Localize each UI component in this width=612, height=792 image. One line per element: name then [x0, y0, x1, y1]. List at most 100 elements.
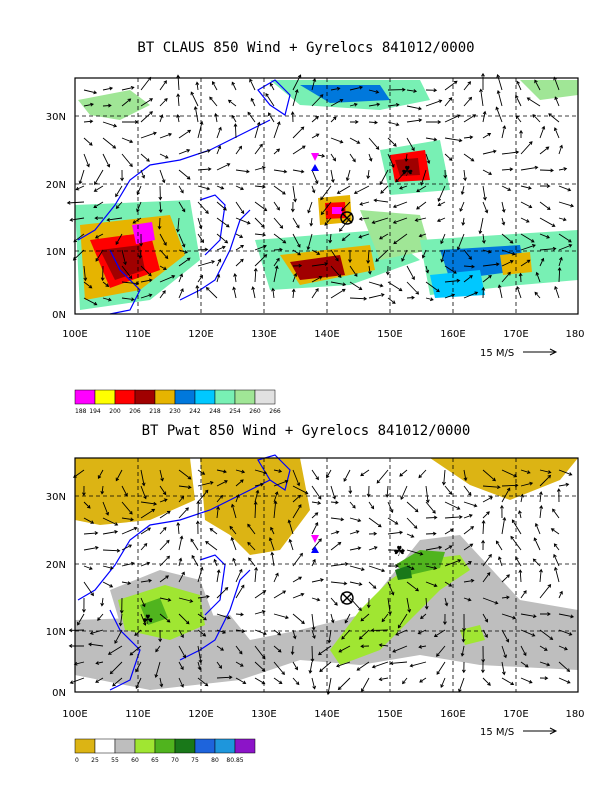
bottom-wind-arrow	[121, 581, 132, 586]
top-wind-arrow	[140, 265, 152, 277]
bottom-wind-arrow	[458, 677, 465, 693]
top-wind-arrow	[254, 121, 261, 139]
bottom-wind-arrow	[83, 517, 95, 524]
bottom-wind-arrow	[482, 496, 494, 503]
top-colorbar-swatch	[174, 389, 196, 405]
bottom-wind-arrow	[349, 517, 362, 523]
top-wind-arrow	[235, 201, 245, 215]
top-wind-arrow	[349, 120, 359, 124]
top-wind-arrow	[159, 114, 164, 123]
bottom-wind-arrow	[482, 597, 499, 605]
top-wind-arrow	[496, 89, 503, 107]
bottom-wind-arrow	[292, 613, 305, 625]
top-wind-arrow	[292, 145, 306, 155]
bottom-wind-arrow	[140, 561, 151, 567]
bottom-wind-arrow	[311, 522, 319, 535]
top-wind-arrow	[520, 233, 535, 243]
bottom-wind-arrow	[235, 479, 244, 487]
top-wind-arrow	[254, 232, 267, 237]
top-wind-arrow	[501, 125, 507, 139]
bottom-wind-arrow	[558, 645, 568, 651]
bottom-wind-arrow	[436, 645, 446, 657]
bottom-wind-arrow	[360, 644, 370, 649]
bottom-wind-arrow	[397, 613, 408, 629]
top-wind-arrow	[157, 217, 162, 230]
bottom-wind-arrow	[82, 597, 86, 613]
top-wind-arrow	[122, 120, 139, 124]
top-wind-arrow	[320, 185, 332, 201]
top-wind-arrow	[501, 233, 514, 244]
bottom-wind-arrow	[520, 469, 531, 474]
bottom-wind-arrow	[197, 480, 214, 487]
bottom-wind-arrow	[481, 661, 485, 674]
top-wind-arrow	[102, 137, 117, 149]
top-wind-arrow	[291, 288, 296, 299]
top-wind-arrow	[311, 262, 329, 267]
bottom-wind-arrow	[178, 495, 185, 503]
top-wind-arrow	[94, 216, 104, 220]
top-wind-arrow	[273, 233, 287, 244]
bottom-wind-arrow	[349, 597, 362, 612]
bottom-map-coastlines	[77, 454, 291, 691]
bottom-wind-arrow	[520, 613, 537, 619]
bottom-wind-arrow	[330, 530, 340, 535]
top-wind-arrow	[463, 275, 473, 283]
top-map-gyre-markers: ☘	[311, 153, 414, 225]
top-wind-arrow	[121, 249, 127, 266]
top-wind-arrow	[554, 96, 560, 107]
top-wind-arrow	[420, 169, 427, 186]
top-wind-arrow	[558, 217, 567, 222]
top-wind-arrow	[247, 111, 256, 123]
bottom-wind-arrow	[292, 494, 302, 503]
bottom-wind-arrow	[254, 629, 267, 636]
top-wind-arrow	[290, 111, 295, 123]
top-wind-arrow	[250, 97, 256, 107]
top-wind-arrow	[539, 246, 557, 251]
top-wind-arrow	[292, 169, 305, 174]
bottom-lat-label: 0N	[52, 688, 66, 699]
top-wind-arrow	[387, 87, 406, 92]
bottom-wind-arrow	[389, 661, 408, 666]
bottom-wind-arrow	[254, 482, 264, 487]
top-wind-arrow	[235, 169, 250, 174]
bottom-wind-arrow	[463, 578, 475, 583]
bottom-lat-label: 20N	[46, 560, 66, 571]
bottom-wind-arrow	[121, 544, 133, 551]
bottom-wind-arrow	[387, 548, 406, 553]
bottom-wind-arrow	[360, 469, 370, 477]
top-wind-arrow	[519, 129, 523, 138]
bottom-wind-arrow	[482, 613, 488, 623]
bottom-wind-arrow	[349, 501, 356, 509]
bottom-wind-arrow	[95, 661, 104, 665]
bottom-wind-arrow	[83, 565, 93, 571]
bottom-wind-arrow	[348, 485, 353, 495]
top-wind-arrow	[102, 86, 114, 91]
top-wind-arrow	[265, 92, 275, 107]
top-wind-arrow	[535, 271, 541, 283]
top-wind-arrow	[479, 88, 484, 107]
top-colorbar-swatch	[154, 389, 176, 405]
bottom-wind-arrow	[107, 645, 123, 655]
bottom-wind-arrow	[436, 661, 446, 675]
top-wind-arrow	[554, 285, 560, 299]
bottom-wind-arrow	[77, 613, 85, 626]
bottom-wind-arrow	[368, 531, 378, 536]
bottom-lon-label: 170E	[503, 709, 528, 720]
bottom-wind-arrow	[406, 565, 415, 571]
top-wind-arrow	[406, 105, 422, 111]
top-wind-arrow	[539, 184, 551, 188]
top-wind-arrow	[273, 217, 284, 229]
bottom-wind-arrow	[319, 661, 332, 673]
bottom-wind-arrow	[539, 629, 554, 641]
top-wind-arrow	[197, 167, 212, 171]
top-wind-arrow	[349, 85, 364, 91]
top-wind-arrow	[197, 274, 203, 283]
top-wind-arrow	[115, 233, 123, 245]
bottom-wind-arrow	[368, 517, 382, 528]
bottom-wind-arrow	[197, 677, 209, 687]
bottom-colorbar-swatch	[174, 738, 196, 754]
bottom-wind-arrow	[406, 501, 419, 513]
bottom-wind-arrow	[213, 558, 218, 567]
bottom-wind-arrow	[287, 519, 294, 535]
top-colorbar-label: 194	[89, 408, 101, 415]
